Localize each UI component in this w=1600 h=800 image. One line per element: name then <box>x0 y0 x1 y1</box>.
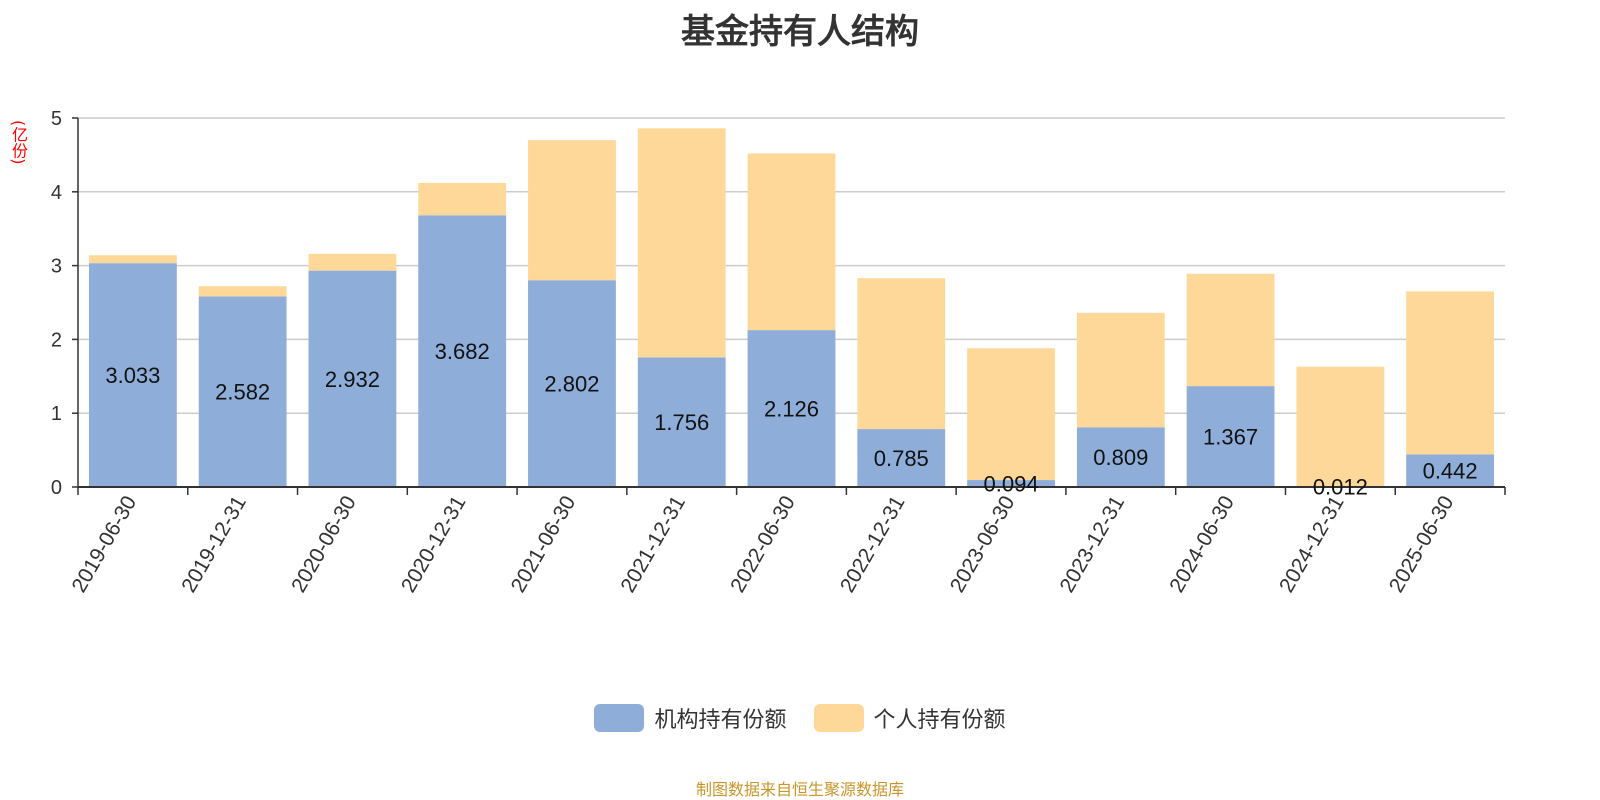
bar-individual-2024-06-30 <box>1186 273 1275 387</box>
bar-institutional-2025-06-30 <box>1406 454 1495 487</box>
data-label-institutional-2024-06-30: 1.367 <box>1203 425 1258 450</box>
legend-item-individual[interactable]: 个人持有份额 <box>813 702 1006 734</box>
data-label-institutional-2022-06-30: 2.126 <box>764 397 819 422</box>
bar-individual-2021-06-30 <box>528 140 616 281</box>
y-tick-label-4: 4 <box>51 182 62 204</box>
data-label-institutional-2020-12-31: 3.682 <box>435 339 490 364</box>
bar-institutional-2022-12-31 <box>857 429 946 487</box>
x-tick-label-2020-12-31: 2020-12-31 <box>397 492 471 597</box>
bar-institutional-2023-12-31 <box>1076 427 1165 487</box>
data-label-institutional-2023-12-31: 0.809 <box>1093 445 1148 470</box>
data-label-institutional-2024-12-31: 0.012 <box>1313 475 1368 500</box>
x-tick-label-2025-06-30: 2025-06-30 <box>1385 492 1459 597</box>
bars <box>88 128 1495 487</box>
y-tick-label-5: 5 <box>51 108 62 130</box>
y-tick-label-3: 3 <box>51 256 62 278</box>
source-note: 制图数据来自恒生聚源数据库 <box>695 780 904 799</box>
bar-institutional-2020-06-30 <box>308 270 397 487</box>
y-tick-label-0: 0 <box>51 477 62 499</box>
x-tick-label-2022-12-31: 2022-12-31 <box>836 492 910 597</box>
x-tick-label-2020-06-30: 2020-06-30 <box>287 492 361 597</box>
legend-label-institutional: 机构持有份额 <box>654 708 787 733</box>
bar-institutional-2020-12-31 <box>418 215 507 487</box>
bar-individual-2023-12-31 <box>1076 312 1165 428</box>
x-tick-label-2024-12-31: 2024-12-31 <box>1275 492 1349 597</box>
x-tick-label-2021-12-31: 2021-12-31 <box>616 492 690 597</box>
x-tick-label-2019-06-30: 2019-06-30 <box>68 492 142 597</box>
bar-individual-2022-12-31 <box>857 278 946 430</box>
legend-item-institutional[interactable]: 机构持有份额 <box>594 702 787 734</box>
bar-individual-2019-12-31 <box>198 286 287 297</box>
data-label-institutional-2021-12-31: 1.756 <box>654 410 709 435</box>
bar-institutional-2024-06-30 <box>1186 386 1275 487</box>
bar-individual-2024-12-31 <box>1296 366 1385 487</box>
data-label-institutional-2023-06-30: 0.094 <box>984 472 1039 497</box>
bar-institutional-2023-06-30 <box>967 480 1055 487</box>
bar-institutional-2022-06-30 <box>747 330 836 487</box>
data-labels: 3.033 2.582 2.932 3.682 2.802 1.756 2.126 0.785… <box>105 339 1477 499</box>
legend-swatch-institutional <box>594 704 645 732</box>
bar-individual-2025-06-30 <box>1406 291 1495 455</box>
x-tick-label-2022-06-30: 2022-06-30 <box>726 492 800 597</box>
bar-individual-2021-12-31 <box>637 128 726 358</box>
bar-institutional-2019-12-31 <box>198 296 287 487</box>
data-label-institutional-2025-06-30: 0.442 <box>1423 459 1478 484</box>
data-label-institutional-2019-06-30: 3.033 <box>105 363 160 388</box>
data-label-institutional-2022-12-31: 0.785 <box>874 446 929 471</box>
x-tick-label-2019-12-31: 2019-12-31 <box>177 492 251 597</box>
y-tick-label-2: 2 <box>51 329 62 351</box>
x-tick-label-2024-06-30: 2024-06-30 <box>1165 492 1239 597</box>
y-axis-unit-label: (亿份) <box>9 120 28 165</box>
bar-individual-2020-12-31 <box>418 182 507 216</box>
bar-institutional-2021-12-31 <box>637 357 726 487</box>
bar-individual-2020-06-30 <box>308 253 397 271</box>
x-tick-label-2021-06-30: 2021-06-30 <box>507 492 581 597</box>
data-label-institutional-2019-12-31: 2.582 <box>215 380 270 405</box>
bar-institutional-2021-06-30 <box>528 280 616 487</box>
x-tick-label-2023-06-30: 2023-06-30 <box>946 492 1020 597</box>
bar-institutional-2019-06-30 <box>88 263 177 487</box>
data-label-institutional-2020-06-30: 2.932 <box>325 367 380 392</box>
legend-label-individual: 个人持有份额 <box>873 708 1006 733</box>
y-tick-label-1: 1 <box>51 403 62 425</box>
bar-individual-2019-06-30 <box>88 255 177 264</box>
bar-individual-2022-06-30 <box>747 153 836 331</box>
legend-swatch-individual <box>813 704 864 732</box>
x-tick-label-2023-12-31: 2023-12-31 <box>1056 492 1130 597</box>
legend: 机构持有份额 个人持有份额 <box>0 702 1600 738</box>
data-label-institutional-2021-06-30: 2.802 <box>544 372 599 397</box>
chart-title: 基金持有人结构 <box>681 12 919 52</box>
bar-individual-2023-06-30 <box>967 348 1055 481</box>
